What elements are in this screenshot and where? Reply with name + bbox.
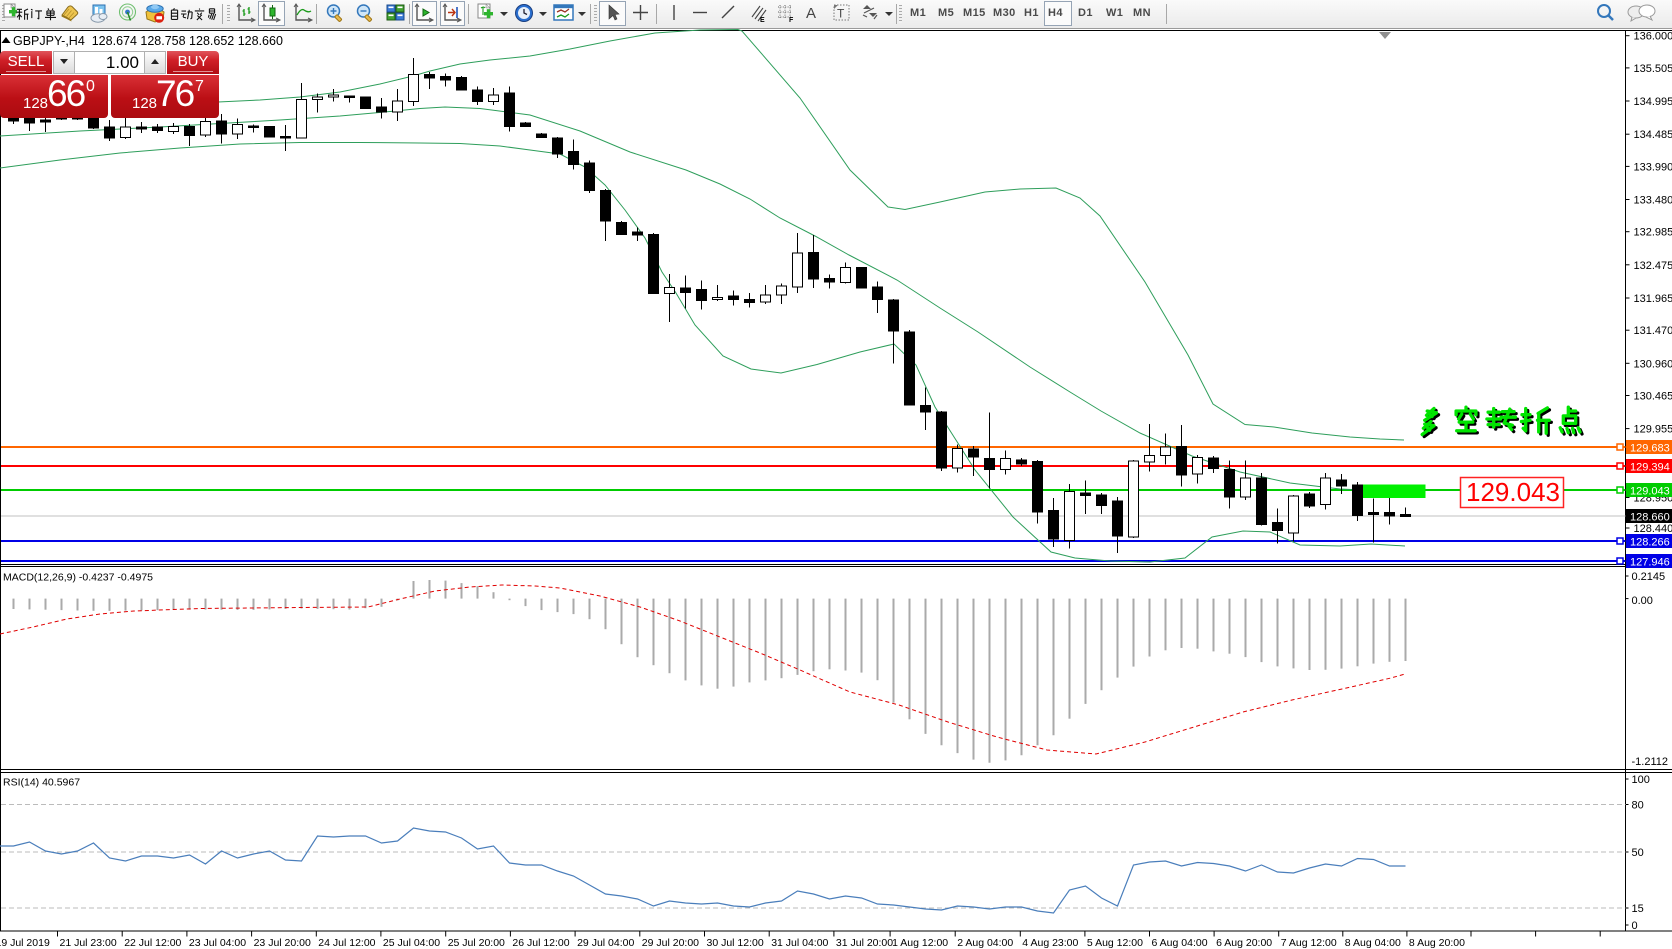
- svg-text:135.505: 135.505: [1634, 63, 1672, 75]
- svg-text:129.394: 129.394: [1630, 462, 1670, 474]
- svg-text:25 Jul 20:00: 25 Jul 20:00: [448, 937, 505, 949]
- svg-text:2 Aug 04:00: 2 Aug 04:00: [957, 937, 1013, 949]
- svg-text:136.000: 136.000: [1634, 31, 1672, 43]
- svg-text:134.485: 134.485: [1634, 129, 1672, 141]
- svg-text:15: 15: [1632, 903, 1644, 915]
- svg-text:128.660: 128.660: [1630, 512, 1670, 524]
- svg-text:130.465: 130.465: [1634, 391, 1672, 403]
- svg-text:0.2145: 0.2145: [1632, 571, 1666, 583]
- svg-text:8 Aug 04:00: 8 Aug 04:00: [1345, 937, 1401, 949]
- svg-text:19 Jul 2019: 19 Jul 2019: [0, 937, 50, 949]
- svg-text:134.995: 134.995: [1634, 96, 1672, 108]
- svg-text:23 Jul 04:00: 23 Jul 04:00: [189, 937, 246, 949]
- svg-text:131.470: 131.470: [1634, 325, 1672, 337]
- svg-text:0: 0: [1632, 920, 1638, 932]
- svg-text:129.043: 129.043: [1630, 486, 1670, 498]
- svg-text:GBPJPY-,H4 128.674 128.758 12: GBPJPY-,H4 128.674 128.758 128.652 128.6…: [13, 34, 283, 48]
- svg-text:132.985: 132.985: [1634, 227, 1672, 239]
- svg-text:22 Jul 12:00: 22 Jul 12:00: [124, 937, 181, 949]
- svg-text:29 Jul 04:00: 29 Jul 04:00: [577, 937, 634, 949]
- svg-text:4 Aug 23:00: 4 Aug 23:00: [1022, 937, 1078, 949]
- svg-text:133.480: 133.480: [1634, 195, 1672, 207]
- svg-text:29 Jul 20:00: 29 Jul 20:00: [642, 937, 699, 949]
- svg-text:80: 80: [1632, 800, 1644, 812]
- svg-text:6 Aug 20:00: 6 Aug 20:00: [1216, 937, 1272, 949]
- svg-text:5 Aug 12:00: 5 Aug 12:00: [1087, 937, 1143, 949]
- svg-text:130.960: 130.960: [1634, 358, 1672, 370]
- svg-text:24 Jul 12:00: 24 Jul 12:00: [318, 937, 375, 949]
- svg-text:0.00: 0.00: [1632, 595, 1653, 607]
- svg-text:128.440: 128.440: [1634, 523, 1672, 535]
- svg-text:A: A: [806, 5, 816, 22]
- svg-text:6 Aug 04:00: 6 Aug 04:00: [1152, 937, 1208, 949]
- svg-text:1 Aug 12:00: 1 Aug 12:00: [892, 937, 948, 949]
- svg-text:127.946: 127.946: [1630, 557, 1670, 569]
- svg-text:50: 50: [1632, 847, 1644, 859]
- svg-text:129.683: 129.683: [1630, 443, 1670, 455]
- svg-text:132.475: 132.475: [1634, 260, 1672, 272]
- svg-text:F: F: [789, 17, 794, 24]
- svg-text:128.266: 128.266: [1630, 537, 1670, 549]
- svg-text:133.990: 133.990: [1634, 161, 1672, 173]
- svg-text:T: T: [837, 7, 845, 21]
- svg-text:MACD(12,26,9) -0.4237 -0.4975: MACD(12,26,9) -0.4237 -0.4975: [3, 572, 153, 584]
- svg-text:23 Jul 20:00: 23 Jul 20:00: [254, 937, 311, 949]
- svg-text:E: E: [760, 17, 765, 24]
- svg-text:129.955: 129.955: [1634, 424, 1672, 436]
- svg-text:-1.2112: -1.2112: [1632, 756, 1669, 768]
- svg-text:RSI(14) 40.5967: RSI(14) 40.5967: [3, 777, 80, 789]
- svg-text:31 Jul 04:00: 31 Jul 04:00: [771, 937, 828, 949]
- svg-text:31 Jul 20:00: 31 Jul 20:00: [836, 937, 893, 949]
- svg-text:100: 100: [1632, 774, 1650, 786]
- svg-text:7 Aug 12:00: 7 Aug 12:00: [1281, 937, 1337, 949]
- svg-text:129.043: 129.043: [1466, 477, 1560, 507]
- svg-text:30 Jul 12:00: 30 Jul 12:00: [707, 937, 764, 949]
- svg-text:8 Aug 20:00: 8 Aug 20:00: [1409, 937, 1465, 949]
- svg-text:25 Jul 04:00: 25 Jul 04:00: [383, 937, 440, 949]
- svg-text:26 Jul 12:00: 26 Jul 12:00: [512, 937, 569, 949]
- svg-text:131.965: 131.965: [1634, 293, 1672, 305]
- svg-text:21 Jul 23:00: 21 Jul 23:00: [60, 937, 117, 949]
